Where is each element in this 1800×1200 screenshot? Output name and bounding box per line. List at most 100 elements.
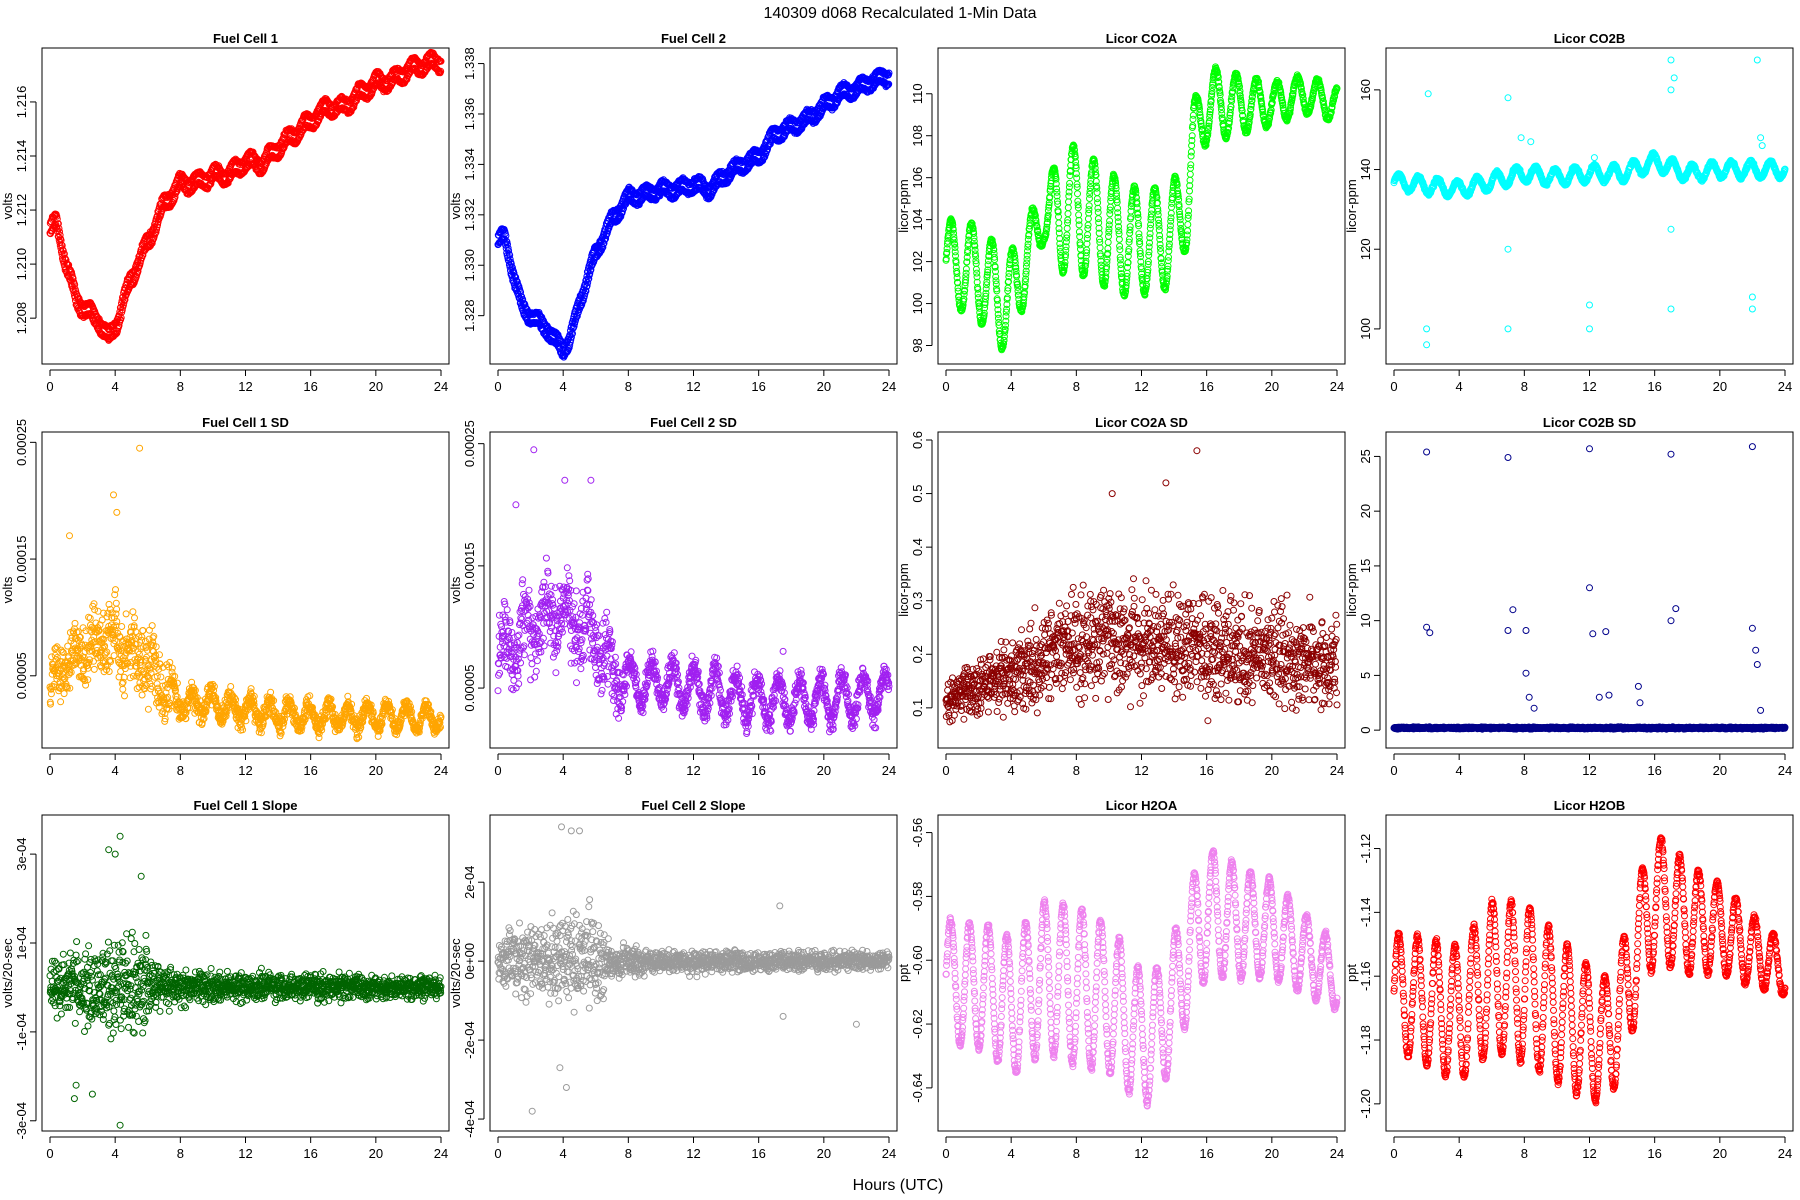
y-tick-label: 106 [910,167,925,189]
data-series [942,63,1341,354]
data-point [1077,245,1084,253]
x-tick-label: 12 [238,379,252,394]
x-tick-label: 20 [369,379,383,394]
x-tick-label: 20 [817,379,831,394]
data-point [1184,221,1192,228]
y-axis-label: licor-ppm [896,179,911,232]
y-axis: 1.208 1.210 1.212 1.214 1.216 [14,86,37,335]
data-point [151,229,159,237]
x-tick-label: 24 [434,379,448,394]
y-tick-label: 1.212 [14,194,29,227]
y-tick-label: 1.332 [462,199,477,232]
data-series [1390,56,1789,349]
data-point [1165,253,1172,261]
data-point [1063,224,1071,232]
y-tick-label: 1.334 [462,148,477,181]
x-tick-label: 4 [560,379,567,394]
x-tick-label: 4 [1008,379,1015,394]
data-point [153,226,160,234]
x-tick-label: 20 [1265,379,1279,394]
data-point [53,212,61,220]
y-tick-label: 1.330 [462,249,477,282]
y-tick-label: 104 [910,209,925,231]
y-tick-label: 1.338 [462,47,477,80]
x-axis: 0 4 8 12 16 20 24 [494,369,896,394]
data-point [71,281,79,289]
y-tick-label: 100 [910,293,925,315]
data-point [1167,209,1175,217]
data-point [53,215,61,223]
figure-title: 140309 d068 Recalculated 1-Min Data [763,5,1036,22]
y-tick-label: 1.208 [14,302,29,335]
y-axis: 98 100 102 104 106 108 110 [910,83,933,353]
data-point [1185,207,1193,215]
data-point [58,242,66,249]
data-point [69,274,77,282]
data-point [1085,202,1093,210]
data-point [1064,204,1072,212]
x-tick-label: 16 [303,379,317,394]
x-axis: 0 4 8 12 16 20 24 [46,369,448,394]
data-point [1065,198,1072,206]
panel-title: Fuel Cell 1 [213,31,278,46]
data-point [60,250,68,258]
y-tick-label: 1.216 [14,86,29,119]
data-point [1084,215,1092,223]
data-point [57,236,65,244]
panel-title: Licor CO2A [1106,31,1178,46]
data-series [46,48,445,344]
x-tick-label: 12 [686,379,700,394]
data-point [54,220,62,228]
data-point [1094,208,1102,216]
data-point [118,306,126,314]
data-point [56,228,63,236]
x-tick-label: 0 [46,379,53,394]
y-axis-label: volts [0,192,15,219]
y-tick-label: 1.328 [462,299,477,332]
x-tick-label: 16 [751,379,765,394]
data-point [1189,111,1197,119]
x-tick-label: 8 [177,379,184,394]
data-point [962,265,970,273]
y-tick-label: 98 [910,338,925,352]
data-point [154,221,162,229]
x-tick-label: 24 [1330,379,1344,394]
data-point [1074,190,1081,198]
data-point [1094,199,1102,207]
x-tick-label: 8 [625,379,632,394]
data-point [1184,227,1192,235]
y-axis-label: licor-ppm [1344,179,1359,232]
y-axis: 1.328 1.330 1.332 1.334 1.336 1.338 [462,47,485,332]
y-tick-label: 1.210 [14,248,29,281]
data-point [1084,231,1092,239]
y-tick-label: 110 [910,83,925,104]
data-point [134,267,142,275]
data-point [1106,217,1114,225]
y-tick-label: 108 [910,125,925,147]
data-point [1066,179,1074,187]
data-series [494,66,893,361]
x-tick-label: 4 [112,379,119,394]
data-point [59,247,67,255]
data-point [1187,148,1195,156]
data-point [1187,161,1195,169]
x-tick-label: 24 [882,379,896,394]
data-point [1064,210,1072,218]
plot-frame [41,47,450,365]
data-point [55,225,63,232]
data-point [1093,189,1101,197]
y-tick-label: 1.214 [14,140,29,173]
x-tick-label: 12 [1134,379,1148,394]
x-axis: 0 4 8 12 16 20 24 [942,369,1344,394]
y-tick-label: 102 [910,251,925,273]
x-tick-label: 0 [494,379,501,394]
data-point [1104,238,1112,246]
x-tick-label: 0 [942,379,949,394]
y-tick-label: 1.336 [462,98,477,131]
data-point [56,231,64,239]
panel-title: Fuel Cell 2 [661,31,726,46]
